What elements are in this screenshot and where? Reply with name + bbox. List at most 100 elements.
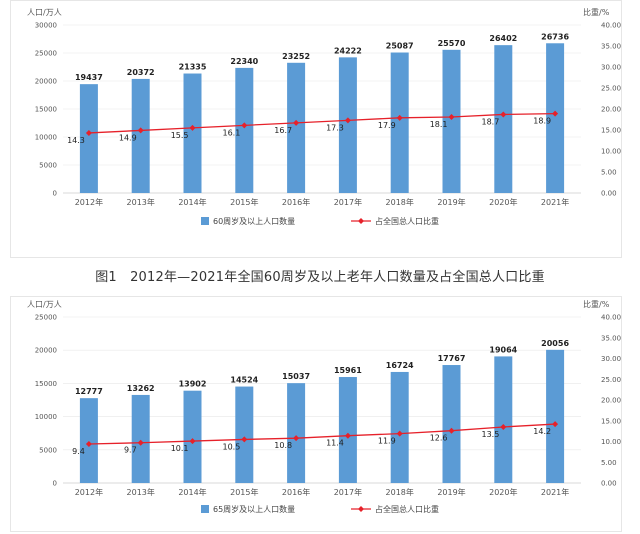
line-data-label: 18.1 — [430, 120, 448, 129]
line-marker — [500, 111, 507, 118]
x-tick-label: 2018年 — [386, 197, 414, 207]
y-left-tick: 0 — [53, 480, 57, 488]
x-tick-label: 2016年 — [282, 487, 310, 497]
line-marker — [85, 440, 92, 447]
x-tick-label: 2014年 — [178, 487, 206, 497]
line-marker — [448, 427, 455, 434]
y-left-tick: 15000 — [35, 106, 57, 114]
y-left-tick: 10000 — [35, 413, 57, 421]
line-data-label: 14.9 — [119, 133, 137, 142]
bar-data-label: 25570 — [438, 39, 466, 48]
line-data-label: 10.5 — [222, 442, 240, 451]
bar-data-label: 21335 — [179, 63, 207, 72]
bar-data-label: 19064 — [489, 345, 517, 354]
bar — [494, 356, 513, 483]
line-marker — [344, 432, 351, 439]
line-marker — [241, 122, 248, 129]
bar-data-label: 16724 — [386, 361, 414, 370]
bar-data-label: 19437 — [75, 73, 103, 82]
line-data-label: 11.4 — [326, 439, 344, 448]
y-right-tick: 5.00 — [601, 459, 617, 467]
line-marker — [552, 110, 559, 117]
line-data-label: 16.7 — [274, 126, 292, 135]
y-right-tick: 35.00 — [601, 334, 621, 342]
legend-line-marker — [358, 218, 364, 224]
line-data-label: 9.4 — [72, 447, 85, 456]
y-left-tick: 5000 — [39, 446, 57, 454]
x-tick-label: 2017年 — [334, 487, 362, 497]
x-tick-label: 2017年 — [334, 197, 362, 207]
bar — [131, 78, 150, 193]
bar-data-label: 13902 — [179, 380, 207, 389]
y-right-tick: 0.00 — [601, 190, 617, 198]
y-right-tick: 15.00 — [601, 127, 621, 135]
y-left-unit: 人口/万人 — [27, 300, 62, 309]
bar-data-label: 25087 — [386, 42, 414, 51]
line-data-label: 17.9 — [378, 121, 396, 130]
legend-bar-swatch — [201, 217, 209, 225]
bar-data-label: 24222 — [334, 46, 362, 55]
legend-line-label: 占全国总人口比重 — [375, 504, 439, 514]
line-data-label: 15.5 — [171, 131, 189, 140]
y-right-tick: 5.00 — [601, 169, 617, 177]
x-tick-label: 2018年 — [386, 487, 414, 497]
bar — [79, 84, 98, 193]
bar — [338, 57, 357, 194]
bar — [546, 349, 565, 483]
y-left-tick: 10000 — [35, 134, 57, 142]
line-data-label: 14.3 — [67, 136, 85, 145]
x-tick-label: 2012年 — [75, 197, 103, 207]
line-data-label: 16.1 — [222, 128, 240, 137]
chart-panel-1: 人口/万人 比重/% 0 5000 10000 15000 20000 25000 30000 0… — [10, 0, 622, 258]
line-marker — [137, 439, 144, 446]
line-data-label: 18.7 — [481, 117, 499, 126]
y-right-tick: 20.00 — [601, 106, 621, 114]
line-marker — [396, 430, 403, 437]
legend-bar-label: 60周岁及以上人口数量 — [213, 216, 295, 226]
x-tick-label: 2014年 — [178, 197, 206, 207]
y-right-unit: 比重/% — [583, 7, 610, 17]
line-data-label: 13.5 — [481, 430, 499, 439]
bar-data-label: 22340 — [230, 57, 258, 66]
bar — [183, 73, 202, 193]
bar-data-label: 12777 — [75, 387, 103, 396]
y-right-tick: 10.00 — [601, 148, 621, 156]
line-marker — [396, 114, 403, 121]
y-right-tick: 35.00 — [601, 43, 621, 51]
y-right-tick: 25.00 — [601, 376, 621, 384]
legend-bar-swatch — [201, 505, 209, 513]
bar-data-label: 13262 — [127, 384, 155, 393]
x-tick-label: 2013年 — [127, 197, 155, 207]
line-marker — [344, 117, 351, 124]
x-tick-label: 2020年 — [489, 197, 517, 207]
bar-data-label: 15961 — [334, 366, 362, 375]
chart-svg-1: 人口/万人 比重/% 0 5000 10000 15000 20000 25000 30000 0… — [27, 7, 621, 226]
y-right-tick: 40.00 — [601, 314, 621, 322]
y-left-tick: 5000 — [39, 162, 57, 170]
line-data-label: 9.7 — [124, 446, 137, 455]
line-data-label: 17.3 — [326, 123, 344, 132]
y-left-tick: 25000 — [35, 50, 57, 58]
ratio-line — [88, 423, 556, 445]
bar-data-label: 20056 — [541, 339, 569, 348]
bar — [235, 67, 254, 193]
bar — [442, 365, 461, 483]
chart-panel-2: 人口/万人 比重/% 0 5000 10000 15000 20000 25000 0.00 5.… — [10, 296, 622, 532]
bar — [131, 394, 150, 483]
x-tick-label: 2020年 — [489, 487, 517, 497]
y-left-tick: 15000 — [35, 380, 57, 388]
bar — [287, 62, 306, 193]
line-marker — [293, 435, 300, 442]
x-tick-label: 2016年 — [282, 197, 310, 207]
line-data-label: 18.9 — [533, 117, 551, 126]
line-data-label: 12.6 — [430, 434, 448, 443]
bar — [390, 52, 409, 193]
bar — [546, 43, 565, 194]
bar-data-label: 17767 — [438, 354, 466, 363]
line-marker — [448, 113, 455, 120]
y-left-tick: 20000 — [35, 347, 57, 355]
legend-line-label: 占全国总人口比重 — [375, 216, 439, 226]
y-right-tick: 0.00 — [601, 480, 617, 488]
line-data-label: 11.9 — [378, 437, 396, 446]
line-marker — [500, 423, 507, 430]
